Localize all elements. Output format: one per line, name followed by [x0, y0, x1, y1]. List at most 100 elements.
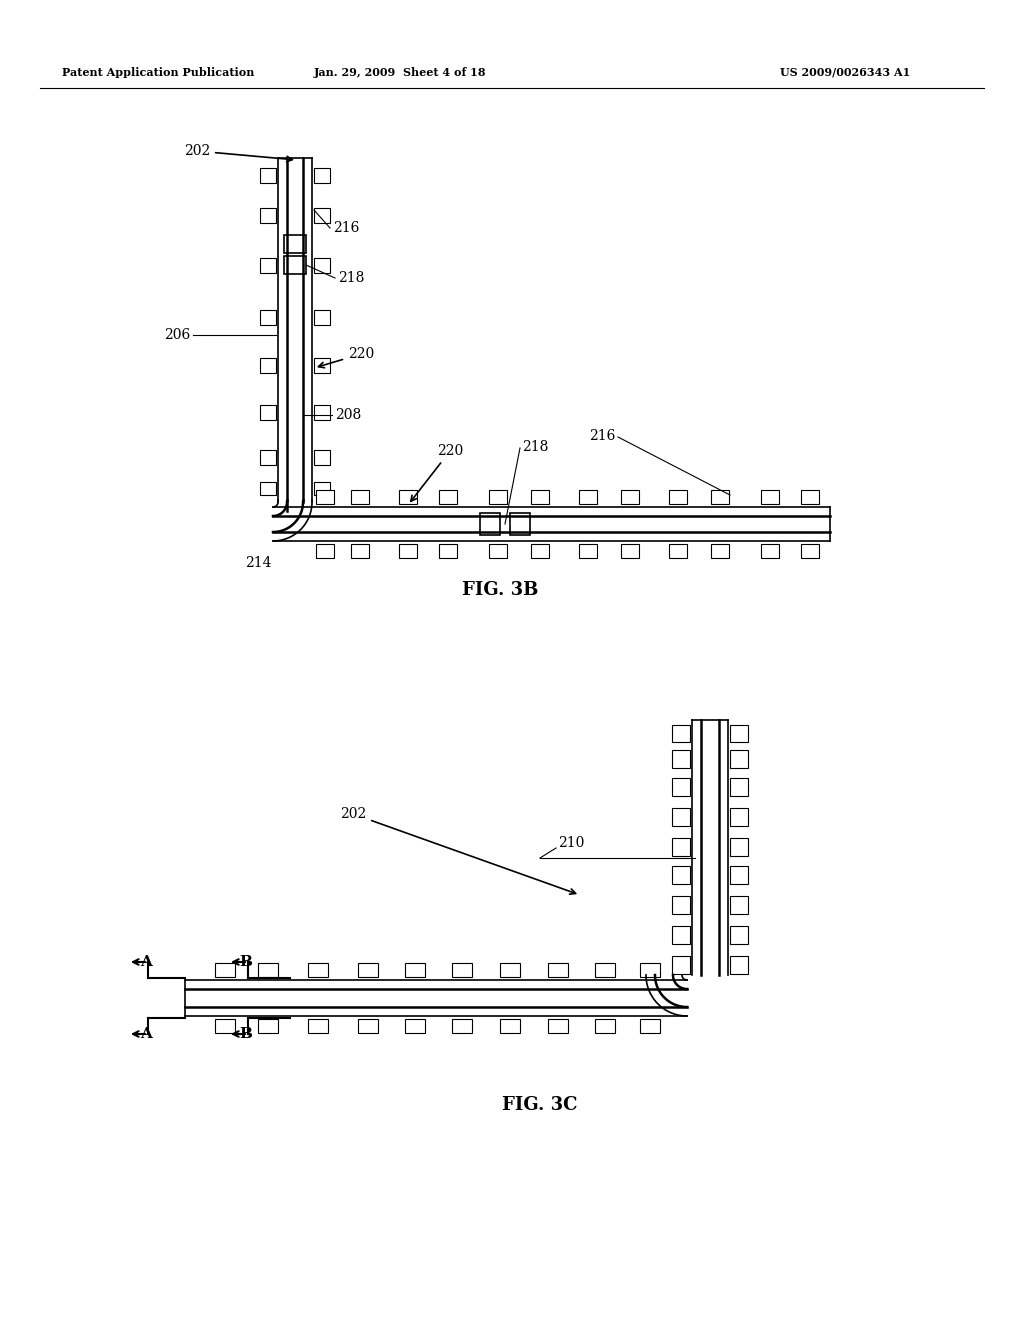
- Bar: [489, 490, 507, 504]
- Text: 220: 220: [411, 444, 463, 502]
- Bar: [730, 927, 748, 944]
- Bar: [358, 964, 378, 977]
- Bar: [314, 450, 330, 465]
- Bar: [711, 544, 729, 558]
- Text: 216: 216: [589, 429, 615, 444]
- Bar: [284, 235, 306, 253]
- Bar: [730, 896, 748, 913]
- Bar: [672, 927, 690, 944]
- Bar: [669, 490, 687, 504]
- Bar: [399, 544, 417, 558]
- Bar: [672, 777, 690, 796]
- Text: A: A: [140, 954, 152, 969]
- Bar: [215, 964, 234, 977]
- Text: Patent Application Publication: Patent Application Publication: [62, 66, 254, 78]
- Bar: [621, 544, 639, 558]
- Text: 220: 220: [318, 347, 374, 368]
- Text: 216: 216: [333, 220, 359, 235]
- Bar: [672, 725, 690, 742]
- Bar: [500, 1019, 520, 1034]
- Bar: [260, 168, 276, 183]
- Bar: [439, 490, 457, 504]
- Bar: [730, 808, 748, 826]
- Bar: [672, 808, 690, 826]
- Bar: [316, 544, 334, 558]
- Text: B: B: [239, 1027, 252, 1041]
- Bar: [308, 964, 328, 977]
- Bar: [640, 1019, 660, 1034]
- Bar: [672, 956, 690, 974]
- Bar: [452, 1019, 472, 1034]
- Bar: [500, 964, 520, 977]
- Bar: [579, 544, 597, 558]
- Bar: [548, 1019, 568, 1034]
- Text: 202: 202: [183, 144, 293, 162]
- Bar: [621, 490, 639, 504]
- Bar: [801, 544, 819, 558]
- Bar: [260, 450, 276, 465]
- Bar: [314, 168, 330, 183]
- Text: 218: 218: [522, 440, 549, 454]
- Text: FIG. 3B: FIG. 3B: [462, 581, 539, 599]
- Text: B: B: [239, 954, 252, 969]
- Bar: [351, 490, 369, 504]
- Text: A: A: [140, 1027, 152, 1041]
- Bar: [730, 866, 748, 884]
- Bar: [489, 544, 507, 558]
- Bar: [510, 513, 530, 535]
- Bar: [351, 544, 369, 558]
- Bar: [314, 209, 330, 223]
- Bar: [215, 1019, 234, 1034]
- Text: FIG. 3C: FIG. 3C: [502, 1096, 578, 1114]
- Bar: [258, 1019, 278, 1034]
- Bar: [669, 544, 687, 558]
- Bar: [730, 777, 748, 796]
- Bar: [730, 725, 748, 742]
- Bar: [761, 490, 779, 504]
- Text: US 2009/0026343 A1: US 2009/0026343 A1: [780, 66, 910, 78]
- Bar: [260, 405, 276, 420]
- Bar: [260, 209, 276, 223]
- Bar: [531, 490, 549, 504]
- Bar: [730, 956, 748, 974]
- Bar: [399, 490, 417, 504]
- Bar: [260, 358, 276, 374]
- Bar: [406, 964, 425, 977]
- Bar: [258, 964, 278, 977]
- Text: 206: 206: [164, 327, 190, 342]
- Bar: [672, 750, 690, 768]
- Bar: [260, 482, 276, 495]
- Text: 202: 202: [340, 807, 575, 894]
- Bar: [314, 482, 330, 495]
- Text: Jan. 29, 2009  Sheet 4 of 18: Jan. 29, 2009 Sheet 4 of 18: [313, 66, 486, 78]
- Bar: [579, 490, 597, 504]
- Bar: [480, 513, 500, 535]
- Text: 210: 210: [558, 836, 585, 850]
- Text: 214: 214: [245, 556, 271, 570]
- Bar: [801, 490, 819, 504]
- Bar: [314, 310, 330, 325]
- Text: 208: 208: [335, 408, 361, 422]
- Bar: [308, 1019, 328, 1034]
- Bar: [316, 490, 334, 504]
- Bar: [531, 544, 549, 558]
- Bar: [358, 1019, 378, 1034]
- Bar: [761, 544, 779, 558]
- Bar: [640, 964, 660, 977]
- Text: 218: 218: [338, 271, 365, 285]
- Bar: [284, 256, 306, 275]
- Bar: [672, 896, 690, 913]
- Bar: [314, 257, 330, 273]
- Bar: [260, 257, 276, 273]
- Bar: [452, 964, 472, 977]
- Bar: [314, 405, 330, 420]
- Bar: [711, 490, 729, 504]
- Bar: [672, 838, 690, 855]
- Bar: [595, 964, 615, 977]
- Bar: [548, 964, 568, 977]
- Bar: [730, 750, 748, 768]
- Bar: [314, 358, 330, 374]
- Bar: [439, 544, 457, 558]
- Bar: [730, 838, 748, 855]
- Bar: [406, 1019, 425, 1034]
